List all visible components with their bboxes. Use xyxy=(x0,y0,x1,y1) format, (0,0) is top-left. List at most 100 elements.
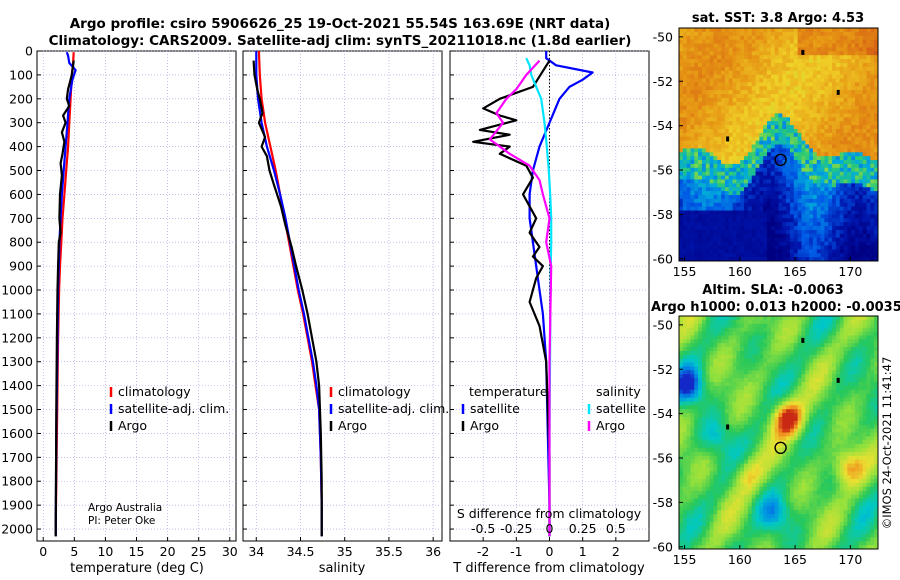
heatmap-cell xyxy=(862,218,868,223)
heatmap-cell xyxy=(751,222,757,227)
heatmap-cell xyxy=(801,128,806,134)
heatmap-cell xyxy=(690,191,695,196)
heatmap-cell xyxy=(679,113,684,118)
heatmap-cell xyxy=(767,358,772,364)
heatmap-cell xyxy=(744,105,749,111)
heatmap-cell xyxy=(744,401,749,406)
heatmap-cell xyxy=(728,74,734,79)
heatmap-cell xyxy=(767,479,772,484)
heatmap-cell xyxy=(862,222,868,227)
heatmap-cell xyxy=(870,109,875,114)
heatmap-cell xyxy=(698,113,703,118)
heatmap-cell xyxy=(679,533,684,538)
heatmap-cell xyxy=(705,382,711,387)
heatmap-cell xyxy=(847,167,852,173)
heatmap-cell xyxy=(770,257,776,262)
heatmap-cell xyxy=(694,448,699,453)
heatmap-cell xyxy=(767,105,772,111)
heatmap-cell xyxy=(694,428,699,433)
heatmap-cell xyxy=(701,502,707,507)
heatmap-cell xyxy=(713,132,718,138)
heatmap-cell xyxy=(809,117,814,122)
heatmap-cell xyxy=(682,121,688,126)
heatmap-cell xyxy=(682,331,688,336)
heatmap-cell xyxy=(701,160,707,165)
heatmap-cell xyxy=(717,502,722,507)
heatmap-cell xyxy=(793,229,799,235)
heatmap-cell xyxy=(770,214,776,219)
heatmap-cell xyxy=(728,241,734,246)
heatmap-cell xyxy=(679,440,684,445)
heatmap-cell xyxy=(717,144,722,149)
heatmap-cell xyxy=(820,210,825,215)
heatmap-cell xyxy=(709,31,714,37)
heatmap-cell xyxy=(717,163,722,169)
heatmap-cell xyxy=(839,191,845,196)
heatmap-cell xyxy=(717,125,722,130)
heatmap-cell xyxy=(866,237,871,243)
heatmap-cell xyxy=(679,59,684,64)
heatmap-cell xyxy=(797,214,802,219)
heatmap-cell xyxy=(690,362,695,367)
heatmap-cell xyxy=(740,354,745,360)
heatmap-cell xyxy=(717,506,722,511)
heatmap-cell xyxy=(805,105,810,111)
heatmap-cell xyxy=(709,374,714,379)
heatmap-cell xyxy=(805,156,810,161)
y-tick-label: 600 xyxy=(9,187,33,202)
heatmap-cell xyxy=(755,245,760,250)
heatmap-cell xyxy=(809,101,814,107)
heatmap-cell xyxy=(805,125,810,130)
heatmap-cell xyxy=(679,51,684,56)
heatmap-cell xyxy=(728,354,734,360)
heatmap-cell xyxy=(690,218,695,223)
heatmap-cell xyxy=(782,148,787,153)
heatmap-cell xyxy=(874,144,879,149)
heatmap-cell xyxy=(866,62,871,68)
heatmap-cell xyxy=(816,214,822,219)
heatmap-cell xyxy=(698,416,703,422)
heatmap-cell xyxy=(705,350,711,356)
heatmap-cell xyxy=(690,222,695,227)
heatmap-cell xyxy=(782,198,787,204)
temperature-legend: climatology satellite-adj. clim. Argo xyxy=(109,384,229,433)
heatmap-cell xyxy=(744,140,749,145)
heatmap-cell xyxy=(679,537,684,542)
heatmap-cell xyxy=(801,226,806,231)
heatmap-cell xyxy=(705,545,711,550)
heatmap-cell xyxy=(713,229,718,235)
heatmap-cell xyxy=(820,171,825,177)
heatmap-cell xyxy=(839,59,845,64)
heatmap-cell xyxy=(767,101,772,107)
heatmap-cell xyxy=(717,160,722,165)
heatmap-cell xyxy=(713,482,718,488)
heatmap-cell xyxy=(694,529,699,534)
heatmap-cell xyxy=(767,229,772,235)
heatmap-cell xyxy=(755,97,760,103)
heatmap-cell xyxy=(801,191,806,196)
heatmap-cell xyxy=(809,202,814,208)
heatmap-cell xyxy=(770,66,776,72)
heatmap-cell xyxy=(770,171,776,177)
heatmap-cell xyxy=(744,90,749,95)
heatmap-cell xyxy=(747,514,753,519)
heatmap-cell xyxy=(843,90,848,95)
heatmap-cell xyxy=(747,136,753,142)
heatmap-cell xyxy=(839,70,845,76)
heatmap-cell xyxy=(759,525,764,531)
heatmap-cell xyxy=(866,113,871,118)
heatmap-cell xyxy=(679,70,684,76)
heatmap-cell xyxy=(828,202,833,208)
heatmap-cell xyxy=(694,202,699,208)
heatmap-cell xyxy=(828,160,833,165)
heatmap-cell xyxy=(679,428,684,433)
heatmap-cell xyxy=(866,222,871,227)
heatmap-cell xyxy=(701,424,707,430)
heatmap-cell xyxy=(858,66,864,72)
heatmap-cell xyxy=(778,358,783,364)
heatmap-cell xyxy=(812,144,818,149)
heatmap-cell xyxy=(690,70,695,76)
heatmap-cell xyxy=(870,101,875,107)
heatmap-cell xyxy=(713,374,718,379)
heatmap-cell xyxy=(759,132,764,138)
